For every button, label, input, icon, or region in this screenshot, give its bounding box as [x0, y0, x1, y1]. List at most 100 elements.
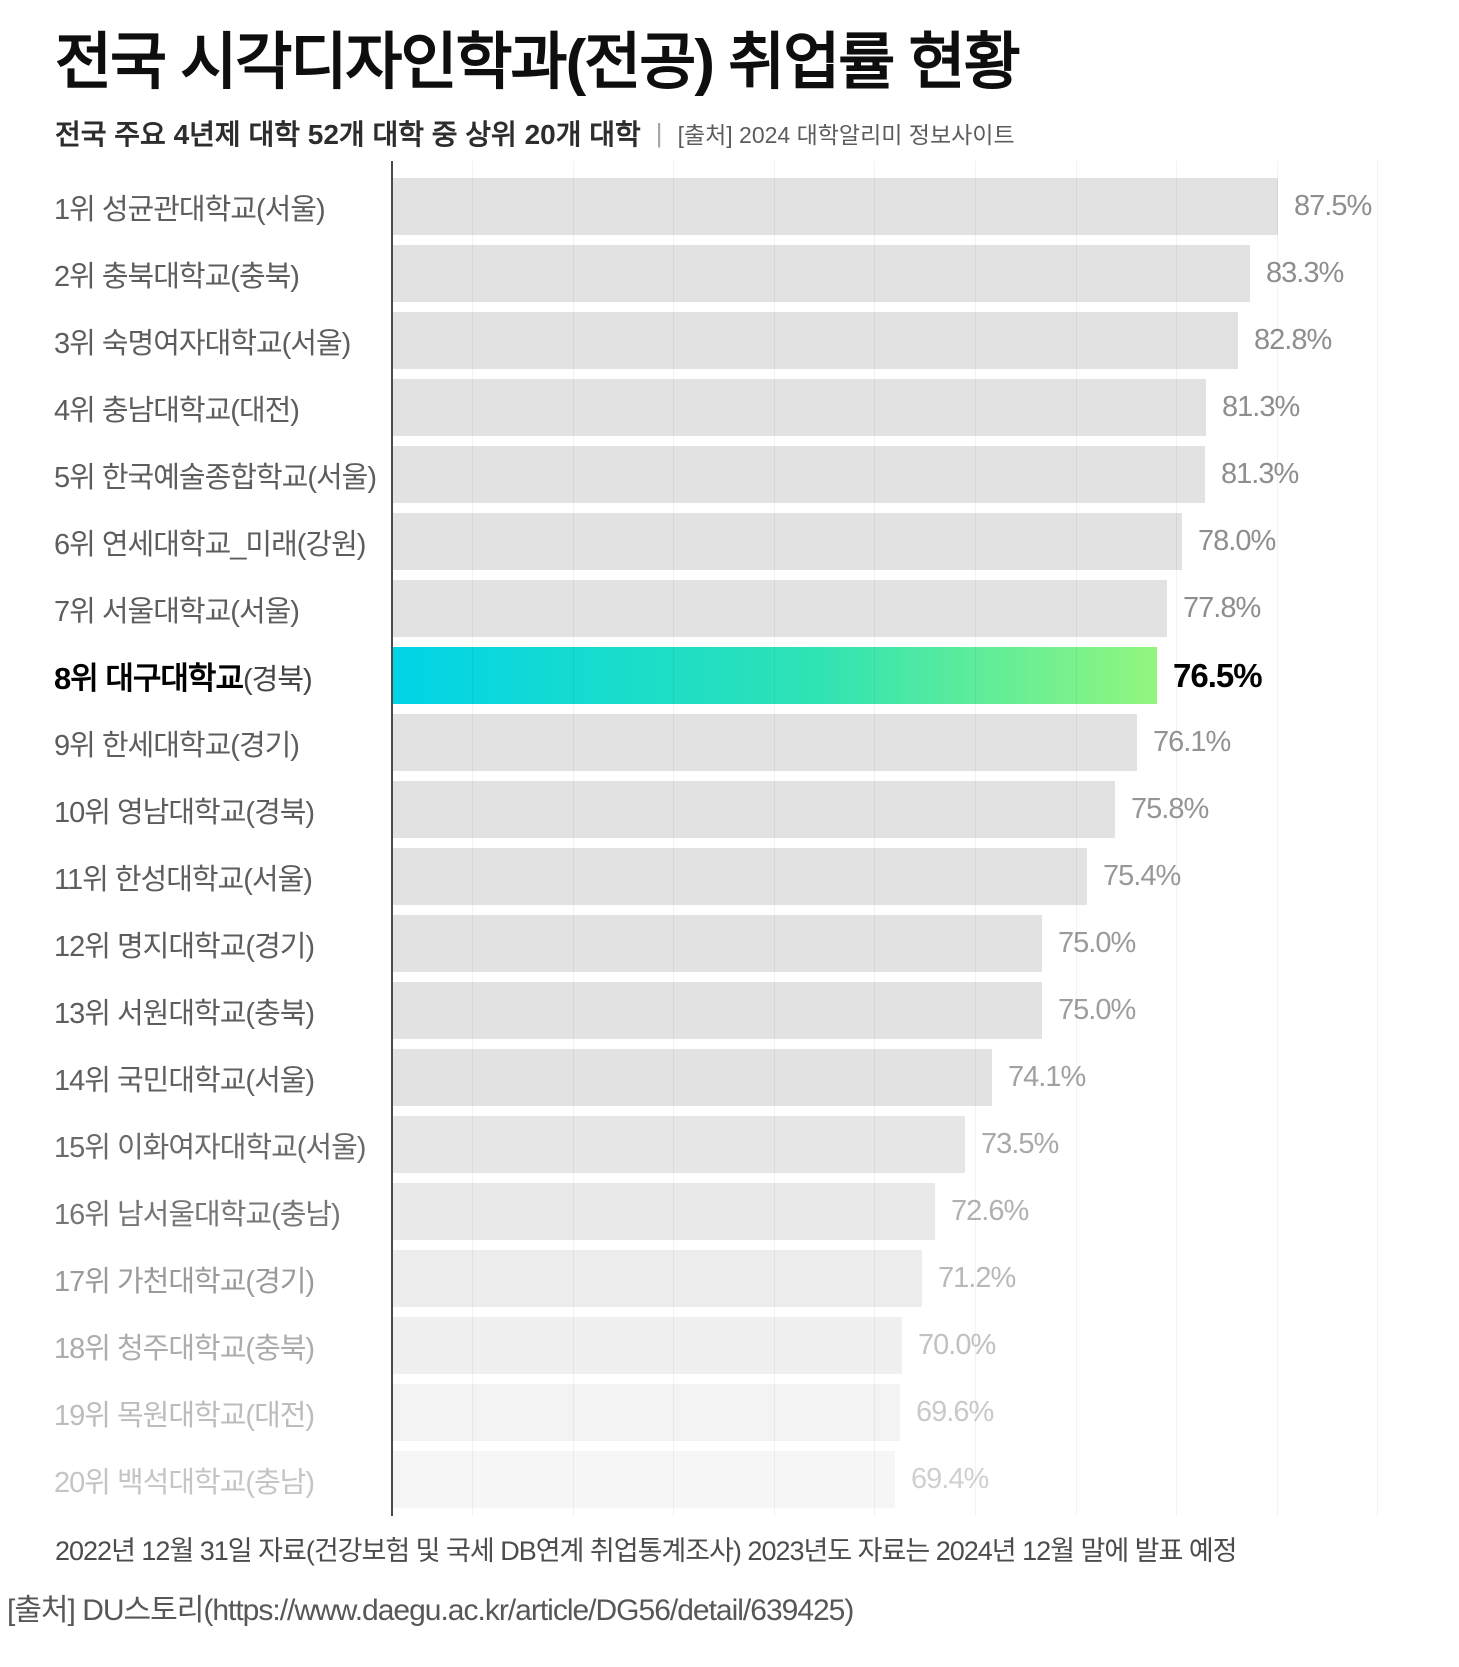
- employment-rate-value: 76.5%: [1173, 656, 1263, 694]
- bar-track: 74.1%: [391, 1049, 1459, 1107]
- bar-row: 5위 한국예술종합학교(서울) 81.3%: [0, 441, 1459, 508]
- university-rank-name: 10위 영남대학교: [54, 796, 246, 829]
- university-region: (대전): [230, 394, 300, 427]
- employment-rate-value: 72.6%: [951, 1195, 1029, 1228]
- employment-rate-value: 69.6%: [916, 1396, 994, 1429]
- employment-rate-value: 74.1%: [1008, 1061, 1086, 1094]
- bar-row: 18위 청주대학교(충북) 70.0%: [0, 1312, 1459, 1379]
- university-region: (경북): [245, 796, 315, 829]
- bar-row: 20위 백석대학교(충남) 69.4%: [0, 1446, 1459, 1513]
- bar-row: 19위 목원대학교(대전) 69.6%: [0, 1379, 1459, 1446]
- university-rank-name: 19위 목원대학교: [54, 1399, 246, 1432]
- university-rank-name: 18위 청주대학교: [54, 1332, 246, 1365]
- university-label: 8위 대구대학교(경북): [0, 653, 391, 698]
- bar-track: 75.4%: [391, 848, 1459, 906]
- subtitle-divider: |: [655, 117, 663, 148]
- university-region: (경기): [245, 1265, 315, 1298]
- university-label: 13위 서원대학교(충북): [0, 990, 391, 1032]
- university-label: 5위 한국예술종합학교(서울): [0, 454, 391, 496]
- bar-track: 75.0%: [391, 915, 1459, 973]
- employment-rate-bar: [391, 379, 1206, 437]
- bar-track: 69.6%: [391, 1384, 1459, 1442]
- university-region: (서울): [230, 595, 300, 628]
- university-rank-name: 3위 숙명여자대학교: [54, 327, 283, 360]
- university-label: 11위 한성대학교(서울): [0, 856, 391, 898]
- bar-row: 11위 한성대학교(서울) 75.4%: [0, 843, 1459, 910]
- employment-rate-value: 75.0%: [1058, 994, 1136, 1027]
- university-rank-name: 20위 백석대학교: [54, 1466, 246, 1499]
- university-rank-name: 9위 한세대학교: [54, 729, 231, 762]
- university-label: 17위 가천대학교(경기): [0, 1258, 391, 1300]
- university-label: 9위 한세대학교(경기): [0, 722, 391, 764]
- university-region: (서울): [245, 1064, 315, 1097]
- university-rank-name: 17위 가천대학교: [54, 1265, 246, 1298]
- employment-rate-bar: [391, 446, 1205, 504]
- bar-rows: 1위 성균관대학교(서울) 87.5% 2위 충북대학교(충북) 83.3% 3…: [0, 173, 1459, 1513]
- bar-row: 15위 이화여자대학교(서울) 73.5%: [0, 1111, 1459, 1178]
- employment-rate-value: 83.3%: [1266, 257, 1344, 290]
- employment-rate-value: 77.8%: [1183, 592, 1261, 625]
- employment-rate-bar: [391, 647, 1157, 705]
- bar-row: 12위 명지대학교(경기) 75.0%: [0, 910, 1459, 977]
- university-region: (서울): [296, 1131, 367, 1164]
- university-region: (서울): [243, 863, 313, 896]
- page-title: 전국 시각디자인학과(전공) 취업률 현황: [55, 28, 1021, 97]
- university-rank-name: 12위 명지대학교: [54, 930, 246, 963]
- bar-track: 78.0%: [391, 513, 1459, 571]
- employment-rate-value: 81.3%: [1222, 391, 1300, 424]
- university-region: (경기): [230, 729, 300, 762]
- university-label: 3위 숙명여자대학교(서울): [0, 320, 391, 362]
- university-label: 15위 이화여자대학교(서울): [0, 1124, 391, 1166]
- university-region: (강원): [296, 528, 367, 561]
- employment-rate-bar: [391, 1384, 900, 1442]
- university-region: (대전): [245, 1399, 315, 1432]
- employment-rate-bar: [391, 915, 1042, 973]
- university-region: (충남): [271, 1198, 341, 1231]
- university-label: 20위 백석대학교(충남): [0, 1459, 391, 1501]
- bar-row: 17위 가천대학교(경기) 71.2%: [0, 1245, 1459, 1312]
- university-rank-name: 5위 한국예술종합학교: [54, 461, 308, 494]
- university-region: (서울): [307, 461, 377, 494]
- university-region: (서울): [281, 327, 352, 360]
- bar-track: 81.3%: [391, 379, 1459, 437]
- university-rank-name: 4위 충남대학교: [54, 394, 231, 427]
- university-rank-name: 6위 연세대학교_미래: [54, 528, 298, 561]
- employment-rate-bar: [391, 781, 1115, 839]
- bar-row: 2위 충북대학교(충북) 83.3%: [0, 240, 1459, 307]
- bar-row: 14위 국민대학교(서울) 74.1%: [0, 1044, 1459, 1111]
- bar-row: 1위 성균관대학교(서울) 87.5%: [0, 173, 1459, 240]
- university-rank-name: 11위 한성대학교: [54, 863, 244, 896]
- bar-row: 6위 연세대학교_미래(강원) 78.0%: [0, 508, 1459, 575]
- university-label: 18위 청주대학교(충북): [0, 1325, 391, 1367]
- university-region: (서울): [255, 193, 326, 226]
- university-label: 19위 목원대학교(대전): [0, 1392, 391, 1434]
- bar-track: 87.5%: [391, 178, 1459, 236]
- employment-rate-value: 71.2%: [938, 1262, 1016, 1295]
- employment-rate-value: 76.1%: [1153, 726, 1231, 759]
- university-region: (충북): [245, 997, 315, 1030]
- bar-track: 76.1%: [391, 714, 1459, 772]
- bar-track: 71.2%: [391, 1250, 1459, 1308]
- employment-rate-value: 81.3%: [1221, 458, 1299, 491]
- employment-rate-value: 73.5%: [981, 1128, 1059, 1161]
- bar-row: 4위 충남대학교(대전) 81.3%: [0, 374, 1459, 441]
- university-label: 12위 명지대학교(경기): [0, 923, 391, 965]
- header: 전국 시각디자인학과(전공) 취업률 현황 전국 주요 4년제 대학 52개 대…: [0, 0, 1459, 153]
- university-region: (경북): [242, 664, 313, 697]
- employment-rate-value: 75.0%: [1058, 927, 1136, 960]
- university-rank-name: 16위 남서울대학교: [54, 1198, 272, 1231]
- y-axis-line: [391, 161, 393, 1517]
- bar-track: 72.6%: [391, 1183, 1459, 1241]
- bar-track: 75.0%: [391, 982, 1459, 1040]
- employment-rate-bar: [391, 1317, 902, 1375]
- subtitle-source: [출처] 2024 대학알리미 정보사이트: [677, 122, 1015, 149]
- university-region: (충북): [230, 260, 300, 293]
- employment-rate-bar: [391, 1183, 935, 1241]
- university-label: 2위 충북대학교(충북): [0, 253, 391, 295]
- bar-row: 7위 서울대학교(서울) 77.8%: [0, 575, 1459, 642]
- bar-track: 73.5%: [391, 1116, 1459, 1174]
- employment-rate-value: 69.4%: [911, 1463, 989, 1496]
- bar-track: 77.8%: [391, 580, 1459, 638]
- employment-rate-bar: [391, 513, 1182, 571]
- employment-rate-bar: [391, 1250, 922, 1308]
